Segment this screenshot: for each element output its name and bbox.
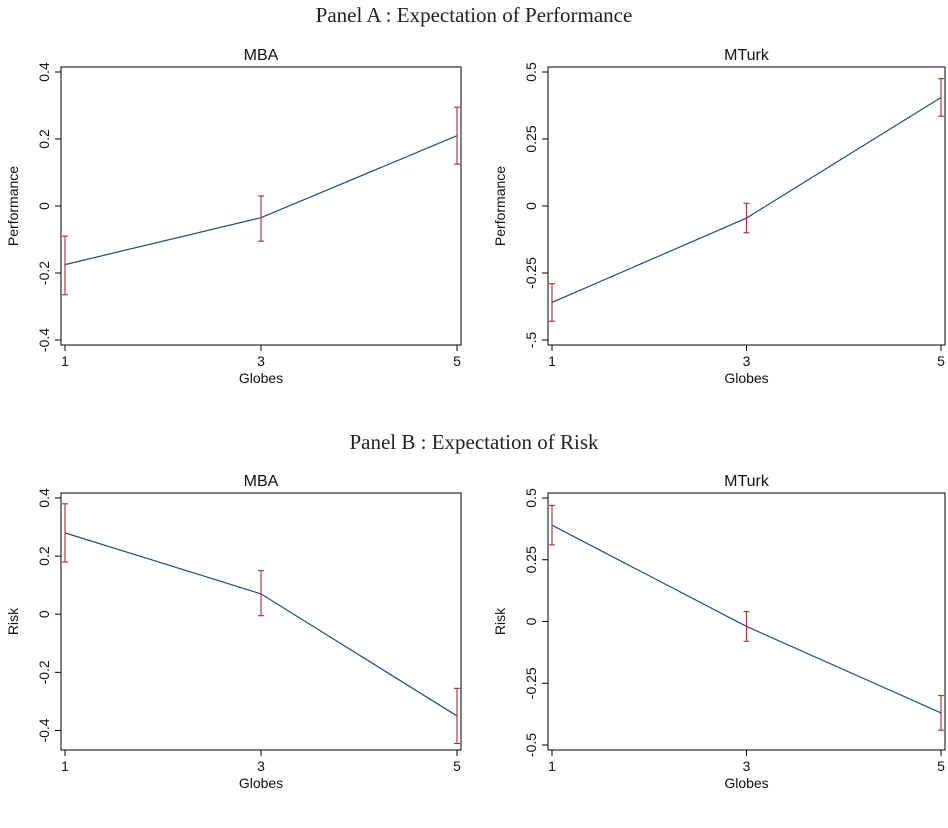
- x-tick-label: 1: [548, 353, 556, 369]
- x-axis-label: Globes: [724, 370, 768, 386]
- x-tick-label: 3: [257, 758, 265, 774]
- chart-title: MBA: [244, 47, 279, 64]
- y-tick-label: 0.5: [523, 62, 539, 82]
- x-tick-label: 3: [743, 758, 751, 774]
- y-axis-label: Risk: [492, 607, 508, 635]
- chart-title: MTurk: [724, 47, 770, 64]
- plot-frame: [60, 492, 462, 751]
- y-tick-label: 0.2: [36, 129, 52, 149]
- y-tick-label: 0.4: [36, 488, 52, 508]
- y-tick-label: -0.2: [36, 261, 52, 285]
- y-tick-label: -0.2: [36, 660, 52, 684]
- y-tick-label: 0.25: [523, 125, 539, 152]
- chart-panel-a-mturk: MTurk -.5 -0.25 0 0.25 0.5 1 3 5 Globes Performanc…: [492, 47, 946, 386]
- x-tick-label: 5: [937, 758, 945, 774]
- y-tick-label: 0.5: [523, 488, 539, 508]
- y-tick-label: -.5: [523, 332, 539, 349]
- x-tick-label: 3: [743, 353, 751, 369]
- chart-panel-a-mba: MBA -0.4 -0.2 0 0.2 0.4 1 3 5 Globes Performance: [5, 47, 462, 386]
- y-tick-label: 0.25: [523, 546, 539, 573]
- x-axis-label: Globes: [239, 370, 283, 386]
- x-tick-label: 5: [453, 353, 461, 369]
- chart-title: MTurk: [724, 473, 770, 490]
- chart-panel-b-mturk: MTurk -0.5 -0.25 0 0.25 0.5 1 3 5 Globes Risk: [492, 473, 946, 791]
- x-tick-label: 1: [61, 758, 69, 774]
- chart-panel-b-mba: MBA -0.4 -0.2 0 0.2 0.4 1 3 5 Globes Risk: [5, 473, 462, 791]
- x-tick-label: 1: [548, 758, 556, 774]
- y-axis-label: Performance: [5, 166, 21, 246]
- y-tick-label: 0: [523, 617, 539, 625]
- x-tick-label: 5: [453, 758, 461, 774]
- y-tick-label: 0: [523, 202, 539, 210]
- x-tick-label: 5: [937, 353, 945, 369]
- x-tick-label: 3: [257, 353, 265, 369]
- y-tick-label: 0.2: [36, 546, 52, 566]
- series-line: [551, 96, 942, 304]
- y-tick-label: 0: [36, 610, 52, 618]
- y-tick-label: -0.4: [36, 718, 52, 742]
- x-axis-label: Globes: [239, 775, 283, 791]
- y-axis-label: Performance: [492, 166, 508, 246]
- x-tick-label: 1: [61, 353, 69, 369]
- y-axis-label: Risk: [5, 607, 21, 635]
- x-axis-label: Globes: [724, 775, 768, 791]
- y-tick-label: 0: [36, 202, 52, 210]
- y-tick-label: 0.4: [36, 62, 52, 82]
- y-tick-label: -0.25: [523, 667, 539, 699]
- panel-a-title: Panel A : Expectation of Performance: [315, 3, 633, 27]
- y-tick-label: -0.5: [523, 733, 539, 757]
- chart-title: MBA: [244, 473, 279, 490]
- panel-b-title: Panel B : Expectation of Risk: [349, 430, 599, 454]
- series-line: [64, 532, 458, 717]
- y-tick-label: -0.25: [523, 257, 539, 289]
- y-tick-label: -0.4: [36, 328, 52, 352]
